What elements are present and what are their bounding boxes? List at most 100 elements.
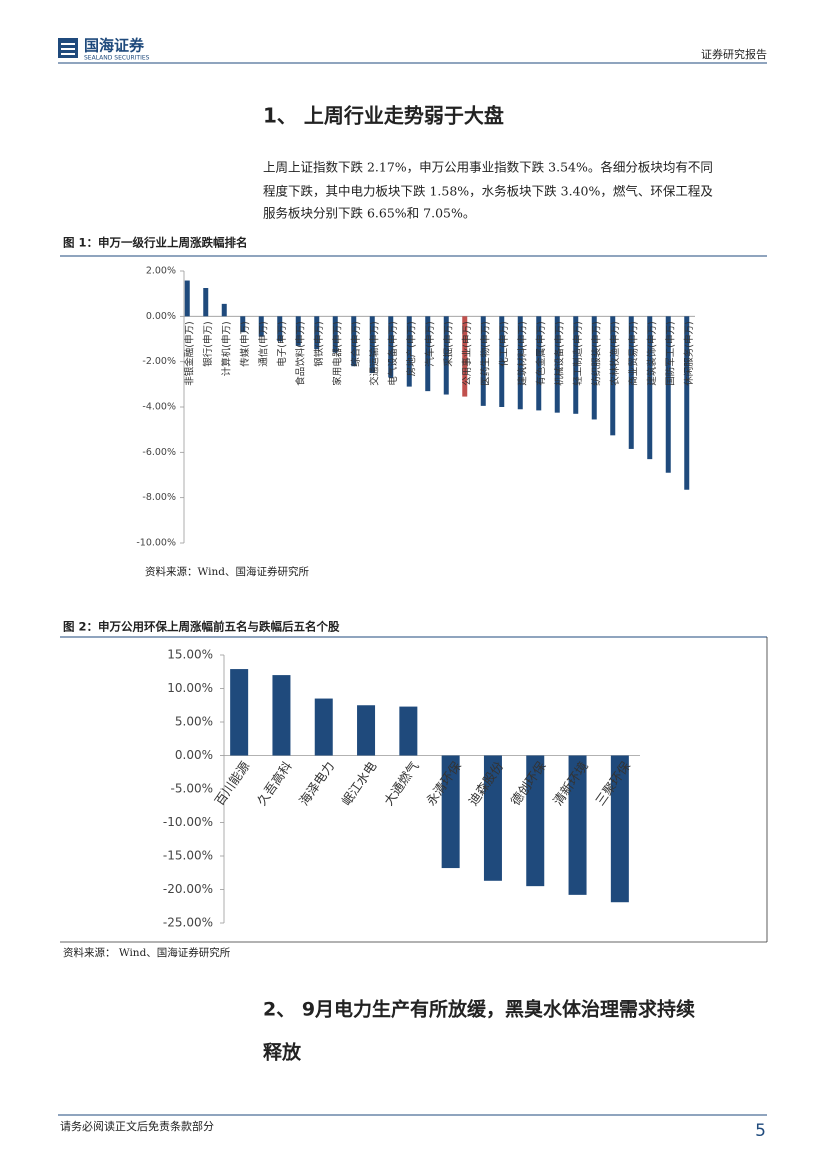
y-tick-label: -15.00% bbox=[163, 849, 213, 863]
bar bbox=[203, 288, 209, 317]
logo-en: SEALAND SECURITIES bbox=[84, 55, 150, 62]
bar bbox=[568, 755, 587, 895]
logo-cn: 国海证券 bbox=[84, 37, 145, 55]
x-tick-label: 轻工制造(申万) bbox=[572, 321, 584, 385]
bar bbox=[314, 698, 333, 756]
x-tick-label: 非银金融(申万) bbox=[184, 321, 196, 385]
section-heading: 2、 9月电力生产有所放缓，黑臭水体治理需求持续 bbox=[263, 998, 695, 1021]
x-tick-label: 采掘(申万) bbox=[443, 321, 455, 366]
x-tick-label: 家用电器(申万) bbox=[332, 321, 344, 385]
footer-disclaimer: 请务必阅读正文后免责条款部分 bbox=[60, 1119, 214, 1133]
bar bbox=[441, 755, 460, 869]
x-tick-label: 电子(申万) bbox=[276, 321, 288, 366]
y-tick-label: -5.00% bbox=[171, 782, 213, 796]
y-tick-label: 10.00% bbox=[167, 681, 213, 695]
x-tick-label: 交通运输(申万) bbox=[369, 321, 381, 385]
y-tick-label: 0.00% bbox=[175, 748, 213, 762]
x-tick-label: 房地产(申万) bbox=[406, 321, 418, 376]
x-tick-label: 电气设备(申万) bbox=[387, 321, 399, 385]
figure-title: 图 2：申万公用环保上周涨幅前五名与跌幅后五名个股 bbox=[63, 620, 340, 634]
x-tick-label: 岷江水电 bbox=[338, 758, 379, 808]
figure-title: 图 1：申万一级行业上周涨跌幅排名 bbox=[63, 236, 248, 250]
section-heading: 释放 bbox=[263, 1041, 302, 1064]
x-tick-label: 通信(申万) bbox=[258, 321, 270, 366]
x-tick-label: 公用事业(申万) bbox=[461, 321, 473, 385]
x-tick-label: 钢铁(申万) bbox=[313, 321, 325, 366]
bar bbox=[610, 316, 616, 436]
x-tick-label: 商业贸易(申万) bbox=[628, 321, 640, 385]
x-tick-label: 百川能源 bbox=[211, 758, 252, 808]
bar bbox=[258, 316, 264, 337]
y-tick-label: -6.00% bbox=[142, 447, 176, 458]
x-tick-label: 医药生物(申万) bbox=[480, 321, 492, 385]
bar bbox=[462, 316, 468, 397]
bar bbox=[628, 316, 634, 449]
x-tick-label: 有色金属(申万) bbox=[535, 321, 547, 385]
y-tick-label: -10.00% bbox=[136, 538, 176, 549]
bar bbox=[272, 675, 291, 756]
bar bbox=[480, 316, 486, 406]
y-tick-label: 0.00% bbox=[146, 311, 176, 322]
x-tick-label: 食品饮料(申万) bbox=[295, 321, 307, 385]
y-tick-label: -20.00% bbox=[163, 882, 213, 896]
bar bbox=[483, 755, 502, 881]
bar bbox=[591, 316, 597, 420]
bar bbox=[277, 316, 283, 342]
bar bbox=[526, 755, 545, 887]
x-tick-label: 纺织服装(申万) bbox=[591, 321, 603, 385]
bar bbox=[295, 316, 301, 346]
bar bbox=[332, 316, 338, 353]
y-tick-label: -8.00% bbox=[142, 492, 176, 503]
bar bbox=[369, 316, 375, 373]
x-tick-label: 化工(申万) bbox=[498, 321, 510, 366]
y-tick-label: -10.00% bbox=[163, 815, 213, 829]
x-tick-label: 建筑装饰(申万) bbox=[646, 321, 658, 385]
page-number: 5 bbox=[755, 1121, 766, 1141]
bar bbox=[230, 669, 249, 756]
bar bbox=[443, 316, 449, 395]
x-tick-label: 银行(申万) bbox=[202, 321, 214, 366]
x-tick-label: 农林牧渔(申万) bbox=[609, 321, 621, 385]
bar bbox=[573, 316, 579, 414]
bar bbox=[406, 316, 412, 387]
bar bbox=[314, 316, 320, 350]
report-type: 证券研究报告 bbox=[701, 47, 767, 61]
y-tick-label: 15.00% bbox=[167, 648, 213, 662]
figure-source: 资料来源：Wind、国海证券研究所 bbox=[145, 565, 309, 578]
bar bbox=[647, 316, 653, 460]
y-tick-label: -25.00% bbox=[163, 916, 213, 930]
bar bbox=[388, 316, 394, 378]
bar bbox=[240, 316, 246, 333]
bar bbox=[684, 316, 690, 490]
bar bbox=[554, 316, 560, 413]
paragraph-line: 上周上证指数下跌 2.17%，申万公用事业指数下跌 3.54%。各细分板块均有不… bbox=[263, 160, 713, 175]
section-heading: 1、 上周行业走势弱于大盘 bbox=[263, 104, 504, 128]
x-tick-label: 大通燃气 bbox=[381, 758, 422, 808]
bar bbox=[399, 706, 418, 756]
x-tick-label: 汽车(申万) bbox=[424, 321, 436, 366]
bar bbox=[665, 316, 671, 473]
bar bbox=[425, 316, 431, 392]
bar bbox=[184, 280, 190, 317]
bar bbox=[536, 316, 542, 411]
x-tick-label: 休闲服务(申万) bbox=[683, 321, 695, 385]
x-tick-label: 建筑材料(申万) bbox=[517, 321, 529, 385]
bar bbox=[221, 303, 227, 317]
logo-icon bbox=[58, 38, 78, 58]
x-tick-label: 国防军工(申万) bbox=[665, 321, 677, 385]
paragraph-line: 程度下跌，其中电力板块下跌 1.58%，水务板块下跌 3.40%，燃气、环保工程… bbox=[263, 184, 713, 199]
x-tick-label: 计算机(申万) bbox=[221, 321, 233, 376]
x-tick-label: 机械设备(申万) bbox=[554, 321, 566, 385]
bar bbox=[351, 316, 357, 367]
x-tick-label: 海泽电力 bbox=[296, 759, 337, 809]
bar bbox=[357, 705, 376, 756]
x-tick-label: 综合(申万) bbox=[350, 321, 362, 366]
y-tick-label: -2.00% bbox=[142, 356, 176, 367]
bar bbox=[499, 316, 505, 407]
bar bbox=[517, 316, 523, 410]
y-tick-label: 2.00% bbox=[146, 266, 176, 277]
figure-source: 资料来源： Wind、国海证券研究所 bbox=[63, 946, 231, 959]
bar bbox=[610, 755, 629, 903]
